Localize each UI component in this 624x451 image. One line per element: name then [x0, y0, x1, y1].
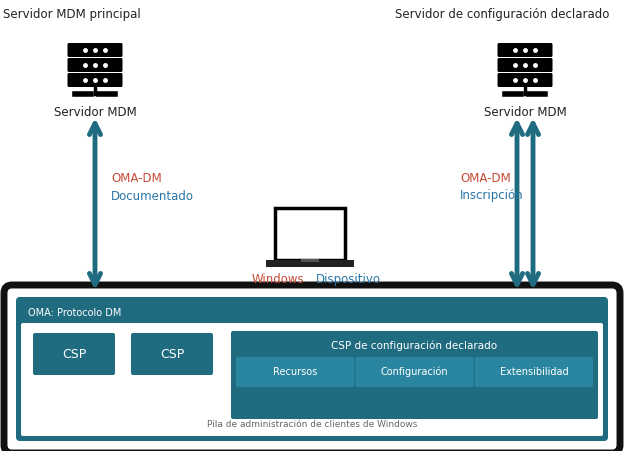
FancyBboxPatch shape — [301, 259, 319, 262]
FancyBboxPatch shape — [475, 357, 593, 387]
FancyBboxPatch shape — [355, 357, 474, 387]
Text: Servidor MDM principal: Servidor MDM principal — [3, 8, 141, 21]
FancyBboxPatch shape — [266, 260, 354, 267]
FancyBboxPatch shape — [497, 58, 552, 72]
Text: Servidor MDM: Servidor MDM — [484, 106, 567, 119]
Text: Servidor MDM: Servidor MDM — [54, 106, 137, 119]
FancyBboxPatch shape — [67, 58, 122, 72]
Text: Servidor de configuración declarado: Servidor de configuración declarado — [395, 8, 610, 21]
FancyBboxPatch shape — [231, 331, 598, 419]
Text: CSP de configuración declarado: CSP de configuración declarado — [331, 341, 497, 351]
Text: Extensibilidad: Extensibilidad — [500, 367, 568, 377]
FancyBboxPatch shape — [21, 323, 603, 436]
FancyBboxPatch shape — [67, 73, 122, 87]
Text: Dispositivo: Dispositivo — [316, 273, 381, 286]
FancyBboxPatch shape — [131, 333, 213, 375]
FancyBboxPatch shape — [236, 357, 354, 387]
FancyBboxPatch shape — [33, 333, 115, 375]
Text: Recursos: Recursos — [273, 367, 317, 377]
Text: Configuración: Configuración — [381, 367, 448, 377]
Text: OMA: Protocolo DM: OMA: Protocolo DM — [28, 308, 122, 318]
Text: CSP: CSP — [160, 348, 184, 360]
FancyBboxPatch shape — [16, 297, 608, 441]
Text: Windows: Windows — [251, 273, 304, 286]
Text: CSP: CSP — [62, 348, 86, 360]
FancyBboxPatch shape — [497, 73, 552, 87]
FancyBboxPatch shape — [275, 208, 345, 260]
Text: Inscripción: Inscripción — [460, 189, 524, 202]
FancyBboxPatch shape — [4, 285, 620, 451]
FancyBboxPatch shape — [497, 43, 552, 57]
FancyBboxPatch shape — [67, 43, 122, 57]
Text: Documentado: Documentado — [111, 189, 194, 202]
Text: Pila de administración de clientes de Windows: Pila de administración de clientes de Wi… — [207, 420, 417, 429]
Text: OMA-DM: OMA-DM — [460, 171, 511, 184]
Text: OMA-DM: OMA-DM — [111, 171, 162, 184]
